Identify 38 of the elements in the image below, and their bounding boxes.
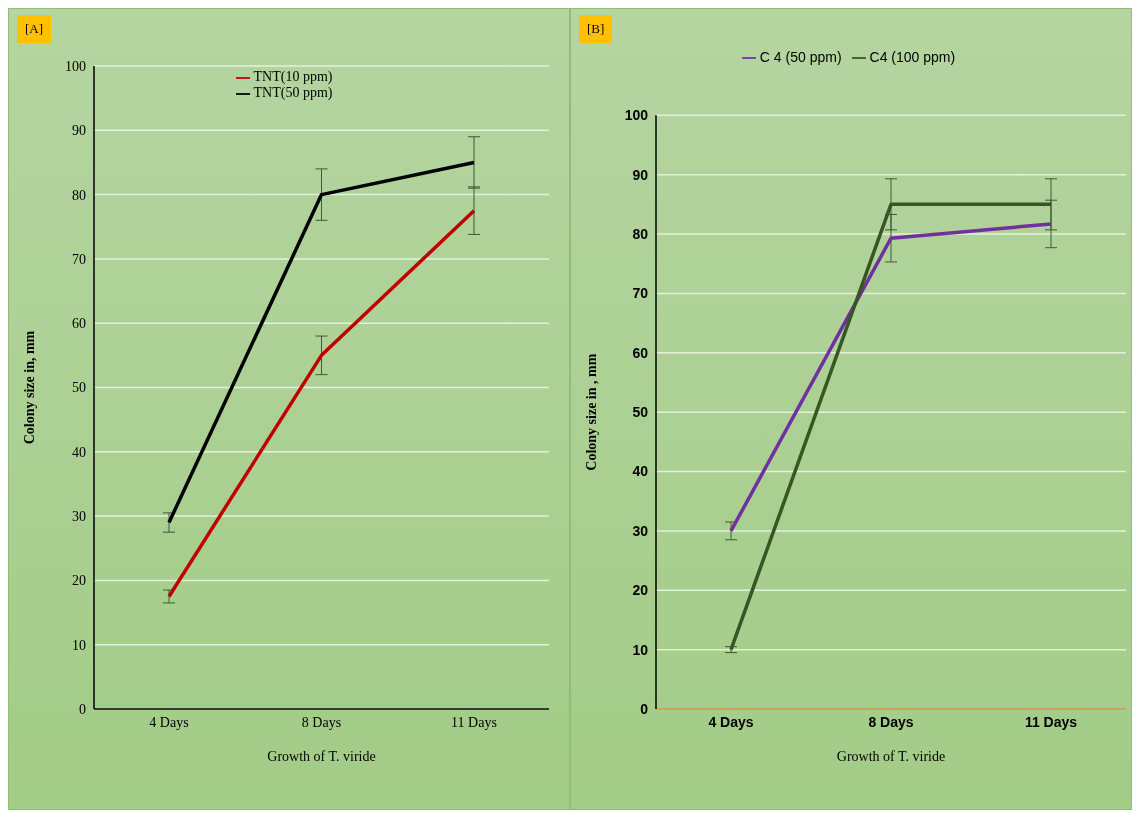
legend-label: TNT(10 ppm) bbox=[253, 69, 333, 84]
y-tick-label: 80 bbox=[72, 187, 86, 203]
x-axis-title: Growth of T. viride bbox=[836, 749, 946, 764]
y-tick-label: 70 bbox=[72, 251, 86, 267]
y-tick-label: 70 bbox=[632, 285, 649, 302]
x-tick-label: 4 Days bbox=[149, 714, 189, 730]
x-tick-label: 11 Days bbox=[1024, 713, 1078, 730]
x-axis-title: Growth of T. viride bbox=[267, 749, 376, 764]
legend-label: TNT(50 ppm) bbox=[253, 85, 333, 100]
legend-label: C 4 (50 ppm) bbox=[759, 49, 842, 65]
x-tick-label: 4 Days bbox=[708, 713, 754, 730]
y-tick-label: 40 bbox=[72, 444, 86, 460]
y-tick-label: 20 bbox=[632, 582, 649, 599]
y-tick-label: 100 bbox=[65, 58, 86, 74]
y-tick-label: 30 bbox=[632, 522, 649, 539]
y-tick-label: 0 bbox=[640, 700, 649, 717]
y-tick-label: 50 bbox=[72, 380, 86, 396]
y-tick-label: 40 bbox=[632, 463, 649, 480]
y-tick-label: 90 bbox=[72, 123, 86, 139]
y-tick-label: 10 bbox=[72, 637, 86, 653]
x-tick-label: 8 Days bbox=[301, 714, 342, 730]
text: [B] bbox=[579, 15, 613, 43]
y-tick-label: 10 bbox=[632, 641, 649, 658]
y-axis-title: Colony size in, mm bbox=[21, 330, 37, 445]
x-tick-label: 8 Days bbox=[868, 713, 914, 730]
y-tick-label: 60 bbox=[632, 344, 649, 361]
y-tick-label: 0 bbox=[79, 701, 86, 717]
y-tick-label: 60 bbox=[72, 316, 86, 332]
y-axis-title: Colony size in , mm bbox=[583, 353, 599, 471]
y-tick-label: 30 bbox=[72, 509, 86, 525]
y-tick-label: 80 bbox=[632, 226, 649, 243]
legend-label: C4 (100 ppm) bbox=[869, 49, 956, 65]
y-tick-label: 90 bbox=[632, 166, 649, 183]
x-tick-label: 11 Days bbox=[451, 714, 497, 730]
y-tick-label: 100 bbox=[624, 107, 649, 124]
text: [A] bbox=[17, 15, 52, 43]
y-tick-label: 20 bbox=[72, 573, 86, 589]
y-tick-label: 50 bbox=[632, 404, 649, 421]
